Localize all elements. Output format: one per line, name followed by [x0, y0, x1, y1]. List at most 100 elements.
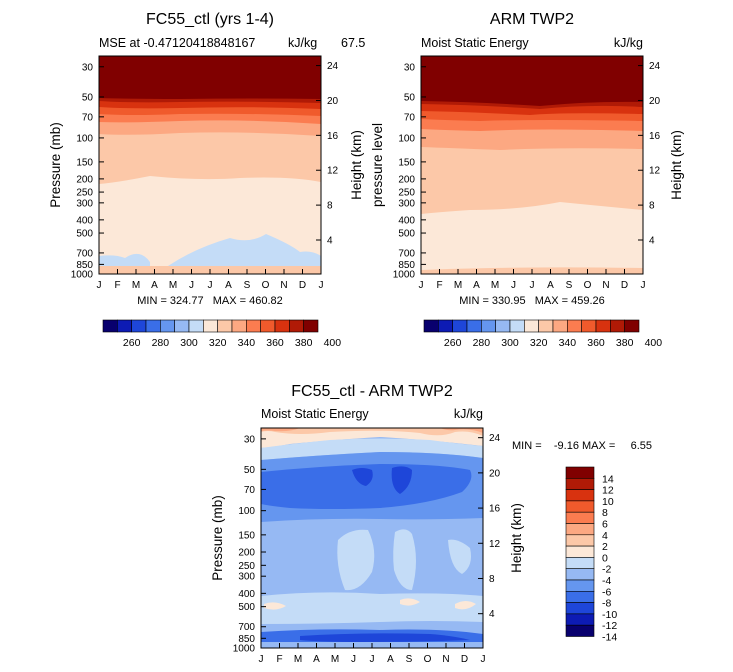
x-tick-label: M: [491, 280, 499, 291]
colorbar-swatch: [117, 319, 132, 333]
y-tick-label: 50: [404, 92, 416, 103]
panel-diff: FC55_ctl - ARM TWP2 Moist Static Energy …: [210, 383, 652, 665]
colorbar-arm: 260 280 300 320 340 360 380 400: [423, 319, 663, 349]
x-tick-label: F: [436, 280, 442, 291]
y-tick-label: 300: [238, 572, 255, 583]
y-tick-label: 200: [238, 548, 255, 559]
colorbar-swatch: [289, 319, 304, 333]
panel-diff-plot: [261, 428, 483, 648]
y-tick-label: 250: [76, 188, 93, 199]
x-tick-label: N: [602, 280, 609, 291]
x-tick-label: A: [387, 654, 394, 665]
colorbar-label: 320: [530, 337, 548, 349]
y-tick-label: 850: [76, 260, 93, 271]
y-tick-label: 200: [76, 174, 93, 185]
y2-tick-label: 8: [649, 201, 655, 212]
y2-tick-label: 24: [649, 61, 661, 72]
contour-region: [448, 539, 471, 574]
x-tick-label: A: [225, 280, 232, 291]
colorbar-label: -10: [602, 609, 617, 621]
y2-tick-label: 16: [327, 131, 339, 142]
contour-region: [261, 592, 483, 624]
x-tick-label: O: [584, 280, 592, 291]
x-tick-label: O: [262, 280, 270, 291]
y-tick-label: 30: [82, 62, 94, 73]
y-tick-label: 700: [398, 248, 415, 259]
colorbar-swatch: [438, 319, 453, 333]
colorbar-label: 400: [645, 337, 663, 349]
colorbar-swatch: [565, 466, 595, 479]
colorbar-label: 12: [602, 485, 614, 497]
contour-region: [168, 234, 321, 266]
colorbar-swatch: [565, 557, 595, 570]
y-tick-label: 400: [238, 589, 255, 600]
y2-tick-label: 4: [327, 235, 333, 246]
colorbar-swatch: [102, 319, 118, 333]
contour-region: [300, 633, 470, 642]
colorbar-swatch: [160, 319, 175, 333]
colorbar-label: 260: [444, 337, 462, 349]
x-tick-label: M: [169, 280, 177, 291]
x-tick-label: J: [97, 280, 102, 291]
colorbar-swatch: [610, 319, 625, 333]
colorbar-swatch: [538, 319, 554, 333]
panel-diff-ylabel: Pressure (mb): [210, 495, 225, 581]
colorbar-swatch: [145, 319, 161, 333]
y-tick-label: 1000: [393, 270, 416, 281]
panel-fc55-stats: MIN = 324.77 MAX = 460.82: [137, 295, 283, 307]
panel-fc55-units: kJ/kg: [288, 36, 317, 50]
y-tick-label: 50: [244, 465, 256, 476]
y2-tick-label: 24: [327, 61, 339, 72]
colorbar-label: 380: [616, 337, 634, 349]
y-tick-label: 700: [76, 248, 93, 259]
panel-arm-ylabel: pressure level: [370, 123, 385, 207]
y-tick-label: 150: [398, 157, 415, 168]
x-tick-label: F: [114, 280, 120, 291]
colorbar-swatch: [552, 319, 568, 333]
x-tick-label: J: [370, 654, 375, 665]
y-tick-label: 100: [398, 133, 415, 144]
colorbar-swatch: [565, 511, 595, 524]
colorbar-swatch: [565, 579, 595, 592]
colorbar-swatch: [481, 319, 496, 333]
y-tick-label: 300: [76, 198, 93, 209]
contour-region: [261, 438, 483, 460]
y-tick-label: 400: [398, 215, 415, 226]
panel-diff-units: kJ/kg: [454, 407, 483, 421]
contour-region: [337, 529, 375, 591]
colorbar-swatch: [565, 477, 595, 490]
y-tick-label: 1000: [233, 644, 256, 655]
y-tick-label: 150: [238, 530, 255, 541]
x-tick-label: J: [189, 280, 194, 291]
colorbar-swatch: [565, 568, 595, 581]
colorbar-swatch: [274, 319, 290, 333]
colorbar-label: 340: [559, 337, 577, 349]
x-tick-label: J: [259, 654, 264, 665]
colorbar-swatch: [131, 319, 147, 333]
x-tick-label: J: [419, 280, 424, 291]
panel-fc55-ylabel: Pressure (mb): [48, 122, 63, 208]
x-tick-label: O: [424, 654, 432, 665]
colorbar-swatch: [246, 319, 261, 333]
x-tick-label: D: [461, 654, 468, 665]
colorbar-swatch: [624, 319, 640, 333]
y-tick-label: 30: [244, 434, 256, 445]
y2-tick-label: 12: [649, 166, 661, 177]
y2-tick-label: 20: [489, 468, 501, 479]
colorbar-swatch: [509, 319, 525, 333]
y2-tick-label: 20: [327, 96, 339, 107]
x-tick-label: A: [151, 280, 158, 291]
panel-diff-subtitle: Moist Static Energy: [261, 407, 369, 421]
panel-fc55: FC55_ctl (yrs 1-4) MSE at -0.47120418848…: [48, 11, 365, 307]
colorbar-label: 0: [602, 552, 608, 564]
colorbar-label: 300: [180, 337, 198, 349]
x-tick-label: J: [511, 280, 516, 291]
contour-region: [421, 56, 643, 106]
contour-region: [393, 529, 416, 590]
x-tick-label: J: [351, 654, 356, 665]
colorbar-label: -14: [602, 632, 617, 644]
